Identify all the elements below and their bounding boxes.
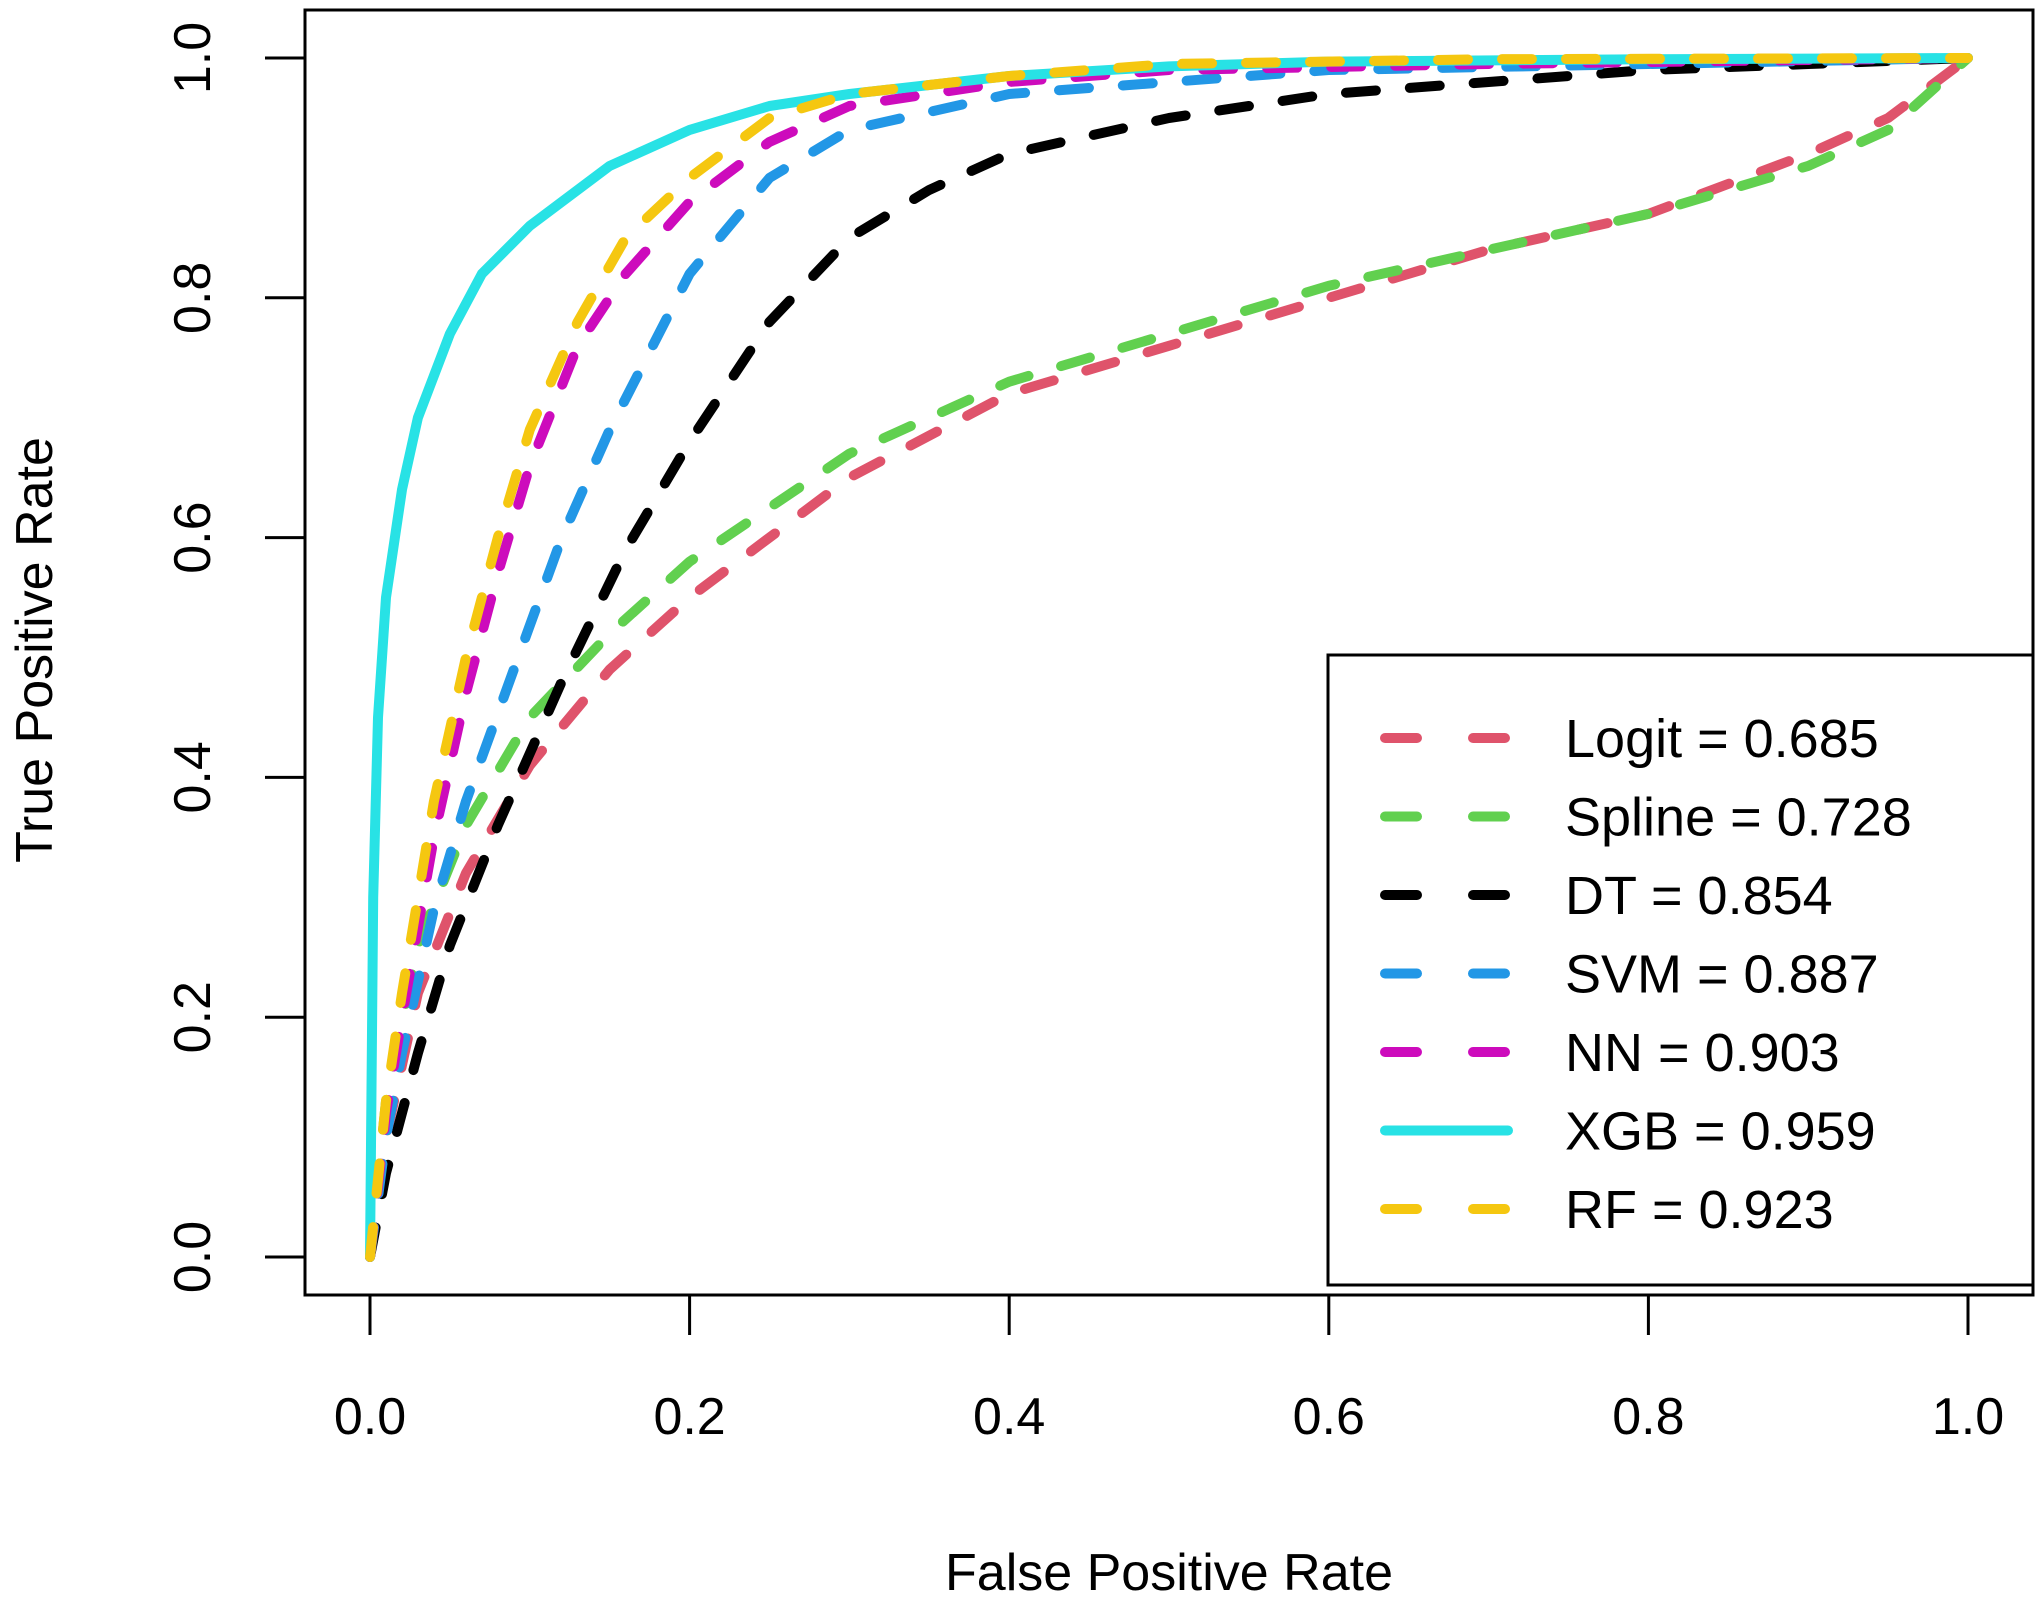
x-axis: 0.0 0.2 0.4 0.6 0.8 1.0 bbox=[334, 1293, 2004, 1446]
y-tick-label: 0.6 bbox=[164, 501, 222, 573]
series-line-spline bbox=[365, 53, 1973, 1262]
y-tick-label: 0.8 bbox=[164, 262, 222, 334]
series-line-svm bbox=[365, 53, 1973, 1262]
legend-label-nn: NN = 0.903 bbox=[1565, 1023, 1840, 1083]
legend-label-spline: Spline = 0.728 bbox=[1565, 788, 1912, 848]
legend-label-svm: SVM = 0.887 bbox=[1565, 945, 1879, 1005]
x-tick-label: 0.4 bbox=[973, 1388, 1045, 1446]
x-tick-label: 0.6 bbox=[1293, 1388, 1365, 1446]
y-axis-title: True Positive Rate bbox=[6, 437, 64, 863]
legend: Logit = 0.685 Spline = 0.728 DT = 0.854 SVM… bbox=[1326, 653, 2035, 1287]
x-tick-label: 0.0 bbox=[334, 1388, 406, 1446]
legend-label-xgb: XGB = 0.959 bbox=[1565, 1102, 1876, 1162]
x-tick-label: 0.2 bbox=[653, 1388, 725, 1446]
x-tick-label: 0.8 bbox=[1612, 1388, 1684, 1446]
y-tick-label: 0.4 bbox=[164, 741, 222, 813]
legend-label-dt: DT = 0.854 bbox=[1565, 866, 1833, 926]
x-tick-label: 1.0 bbox=[1932, 1388, 2004, 1446]
y-tick-label: 1.0 bbox=[164, 22, 222, 94]
y-axis: 0.0 0.2 0.4 0.6 0.8 1.0 bbox=[164, 22, 307, 1293]
legend-label-rf: RF = 0.923 bbox=[1565, 1180, 1834, 1240]
x-axis-title: False Positive Rate bbox=[945, 1544, 1393, 1602]
series-line-rf bbox=[365, 53, 1973, 1262]
legend-box bbox=[1326, 653, 2035, 1287]
y-tick-label: 0.0 bbox=[164, 1221, 222, 1293]
legend-label-logit: Logit = 0.685 bbox=[1565, 709, 1879, 769]
series-line-logit bbox=[365, 53, 1973, 1262]
y-tick-label: 0.2 bbox=[164, 981, 222, 1053]
plot-curves bbox=[365, 53, 1973, 1262]
